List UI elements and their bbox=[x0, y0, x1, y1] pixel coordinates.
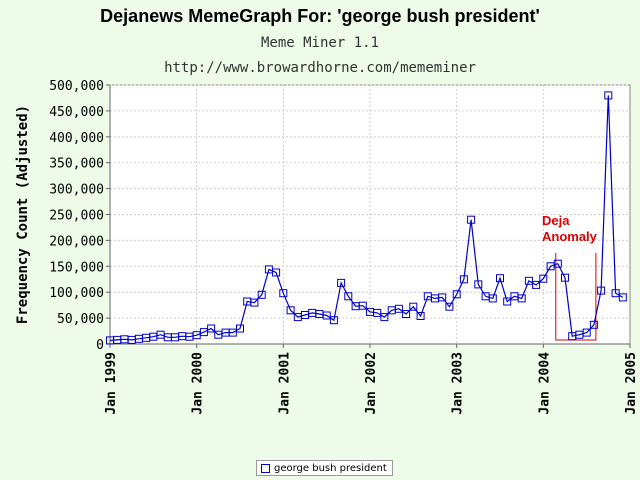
data-point bbox=[604, 91, 613, 100]
data-point bbox=[459, 275, 468, 284]
data-point bbox=[452, 290, 461, 299]
series-george-bush-president bbox=[106, 91, 627, 345]
data-point bbox=[517, 294, 526, 303]
y-tick-label: 100,000 bbox=[49, 286, 104, 301]
chart-subtitle-url: http://www.browardhorne.com/mememiner bbox=[164, 60, 476, 76]
data-point bbox=[539, 274, 548, 283]
data-point bbox=[402, 310, 411, 318]
data-point bbox=[561, 273, 569, 282]
y-tick-label: 150,000 bbox=[49, 260, 104, 275]
x-tick-label: Jan 2000 bbox=[191, 352, 206, 415]
x-tick-label: Jan 2001 bbox=[277, 352, 292, 415]
data-point bbox=[394, 304, 403, 313]
anomaly-label: Deja bbox=[542, 213, 570, 228]
y-axis-label: Frequency Count (Adjusted) bbox=[15, 105, 31, 324]
data-point bbox=[589, 320, 598, 329]
data-point bbox=[618, 293, 627, 302]
legend-label: george bush president bbox=[274, 462, 387, 474]
x-tick-label: Jan 1999 bbox=[104, 352, 119, 415]
y-tick-label: 400,000 bbox=[49, 131, 104, 146]
x-tick-label: Jan 2004 bbox=[537, 352, 552, 415]
legend: george bush president bbox=[256, 460, 393, 476]
data-point bbox=[409, 302, 418, 311]
legend-marker-icon bbox=[261, 463, 270, 473]
y-tick-label: 500,000 bbox=[49, 79, 104, 94]
y-tick-label: 250,000 bbox=[49, 209, 104, 224]
data-point bbox=[553, 259, 562, 268]
data-point bbox=[250, 298, 259, 307]
data-point bbox=[337, 278, 346, 287]
data-point bbox=[611, 289, 620, 298]
data-point bbox=[207, 324, 216, 333]
data-point bbox=[373, 308, 382, 317]
data-point bbox=[503, 297, 512, 306]
data-point bbox=[597, 286, 606, 295]
chart-title: Dejanews MemeGraph For: 'george bush pre… bbox=[100, 6, 540, 26]
data-point bbox=[228, 328, 237, 337]
y-axis-ticks: 0 50,000 100,000 150,000 200,000 250,000 300,0… bbox=[49, 79, 110, 353]
data-point bbox=[257, 290, 266, 299]
data-point bbox=[416, 312, 425, 320]
data-point bbox=[279, 289, 288, 298]
x-tick-label: Jan 2003 bbox=[451, 352, 466, 415]
y-tick-label: 350,000 bbox=[49, 157, 104, 172]
grid-lines bbox=[110, 84, 630, 344]
data-point bbox=[344, 292, 353, 301]
data-point bbox=[524, 276, 533, 285]
data-point bbox=[496, 274, 504, 283]
data-point bbox=[272, 268, 281, 277]
anomaly-label: Anomaly bbox=[542, 229, 598, 244]
data-point bbox=[582, 328, 591, 337]
y-tick-label: 0 bbox=[96, 338, 104, 353]
data-point bbox=[488, 294, 497, 303]
data-point bbox=[329, 316, 338, 325]
y-tick-label: 300,000 bbox=[49, 183, 104, 198]
data-point bbox=[286, 306, 295, 315]
y-tick-label: 200,000 bbox=[49, 234, 104, 249]
data-point bbox=[380, 313, 389, 322]
x-tick-label: Jan 2005 bbox=[624, 352, 639, 415]
y-tick-label: 450,000 bbox=[49, 105, 104, 120]
data-point bbox=[445, 302, 454, 311]
data-point bbox=[532, 280, 541, 289]
y-tick-label: 50,000 bbox=[57, 312, 104, 327]
data-point bbox=[236, 324, 244, 333]
data-point bbox=[467, 215, 476, 224]
x-axis-ticks: Jan 1999 Jan 2000 Jan 2001 Jan 2002 Jan 2003… bbox=[104, 344, 639, 415]
chart-subtitle-version: Meme Miner 1.1 bbox=[260, 35, 379, 51]
data-point bbox=[438, 293, 447, 302]
data-point bbox=[358, 301, 367, 310]
x-tick-label: Jan 2002 bbox=[364, 352, 379, 415]
data-point bbox=[474, 280, 483, 289]
data-point bbox=[322, 311, 331, 320]
